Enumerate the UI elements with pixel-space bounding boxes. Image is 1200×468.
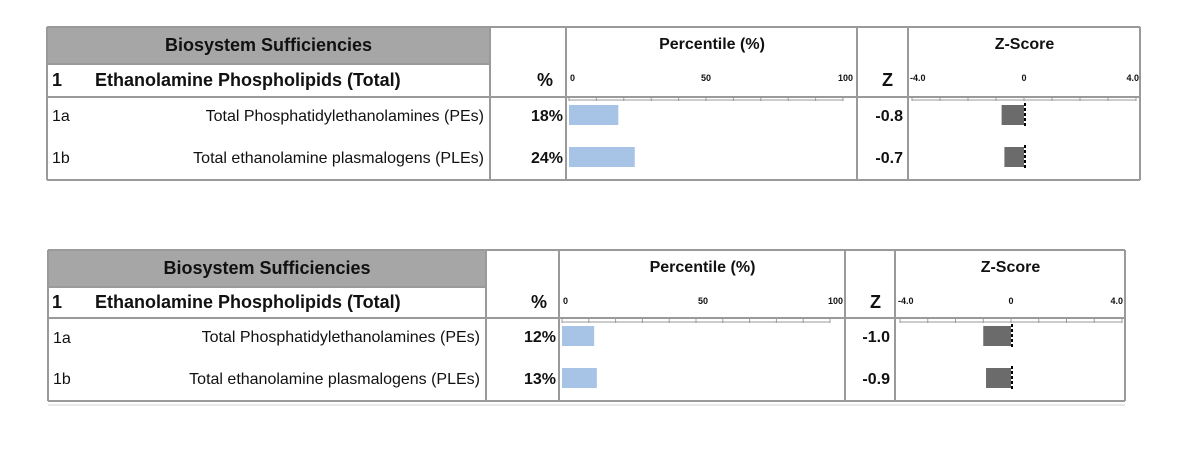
sufficiency-table-1: Biosystem Sufficiencies 1 Ethanolamine P…: [0, 0, 1200, 200]
zscore-tick-label: -4.0: [910, 73, 926, 83]
zscore-bar: [986, 368, 1011, 388]
section-name: Ethanolamine Phospholipids (Total): [95, 292, 401, 312]
section-name: Ethanolamine Phospholipids (Total): [95, 70, 401, 90]
row-zscore: -0.8: [875, 108, 903, 125]
row-name: Total ethanolamine plasmalogens (PLEs): [193, 150, 484, 167]
row-zscore: -0.9: [862, 371, 890, 388]
percentile-tick-label: 50: [700, 73, 712, 83]
percentile-tick-label: 50: [697, 296, 709, 306]
zscore-bar: [983, 326, 1011, 346]
percentile-bar: [562, 326, 595, 346]
row-zscore: -1.0: [862, 329, 890, 346]
percentile-title: Percentile (%): [659, 36, 765, 53]
zscore-bar: [1004, 147, 1024, 167]
row-name: Total Phosphatidylethanolamines (PEs): [205, 108, 484, 125]
row-percent: 24%: [530, 150, 563, 167]
table-title: Biosystem Sufficiencies: [49, 251, 485, 286]
row-code: 1b: [48, 142, 92, 176]
zscore-tick-label: -4.0: [898, 296, 914, 306]
percentile-tick-label: 0: [570, 73, 576, 83]
row-code: 1a: [48, 100, 92, 134]
zscore-title: Z-Score: [980, 259, 1041, 276]
chart-marks: [568, 96, 1137, 169]
z-header: Z: [870, 292, 881, 312]
zscore-bar: [1001, 105, 1024, 125]
row-percent: 18%: [530, 108, 563, 125]
row-percent: 13%: [523, 371, 556, 388]
section-code: 1: [52, 70, 63, 90]
z-header: Z: [882, 70, 893, 90]
percentile-tick-label: 0: [563, 296, 569, 306]
zscore-tick-label: 4.0: [1126, 73, 1139, 83]
percentile-bar: [562, 368, 597, 388]
pct-header: %: [530, 292, 547, 312]
section-code: 1: [52, 292, 63, 312]
row-percent: 12%: [523, 329, 556, 346]
percentile-bar: [569, 105, 619, 125]
row-zscore: -0.7: [875, 150, 903, 167]
percentile-bar: [569, 147, 635, 167]
percentile-title: Percentile (%): [649, 259, 756, 276]
row-code: 1b: [49, 363, 92, 397]
table-title: Biosystem Sufficiencies: [48, 28, 489, 63]
row-code: 1a: [49, 322, 92, 356]
percentile-tick-label: 100: [827, 296, 843, 306]
row-name: Total ethanolamine plasmalogens (PLEs): [189, 371, 480, 388]
row-name: Total Phosphatidylethanolamines (PEs): [201, 329, 480, 346]
zscore-tick-label: 4.0: [1110, 296, 1123, 306]
zscore-title: Z-Score: [994, 36, 1055, 53]
zscore-tick-label: 0: [1021, 73, 1027, 83]
zscore-tick-label: 0: [1008, 296, 1014, 306]
pct-header: %: [536, 70, 553, 90]
percentile-tick-label: 100: [837, 73, 853, 83]
